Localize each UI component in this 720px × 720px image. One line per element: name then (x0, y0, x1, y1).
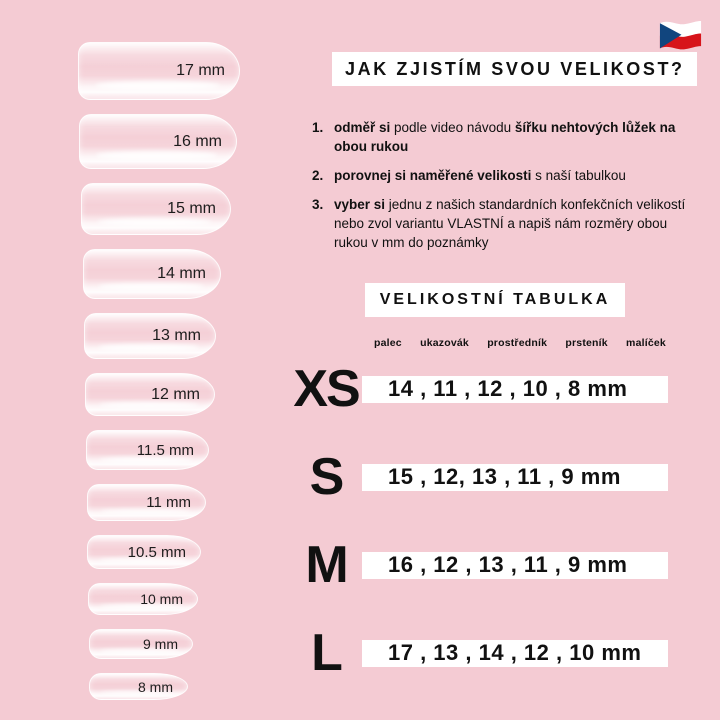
guide-step-1: 1. odměř si podle video návodu šířku neh… (312, 118, 708, 156)
finger-column-headers: palec ukazovák prostředník prsteník malí… (374, 337, 666, 349)
step-text: vyber si jednu z našich standardních kon… (334, 197, 686, 250)
nail-size-column: 17 mm 16 mm 15 mm 14 mm 13 mm 12 mm 11.5… (78, 42, 240, 714)
nail-tip-10-5mm: 10.5 mm (87, 535, 201, 569)
guide-steps: 1. odměř si podle video návodu šířku neh… (312, 118, 708, 252)
size-table-heading: VELIKOSTNÍ TABULKA (365, 283, 625, 317)
nail-size-label: 13 mm (152, 327, 201, 344)
nail-tip-8mm: 8 mm (89, 673, 188, 700)
step-text: odměř si podle video návodu šířku nehtov… (334, 120, 676, 154)
size-label-m: M (305, 536, 348, 594)
nail-size-label: 8 mm (138, 678, 173, 695)
finger-label-ring: prsteník (565, 337, 608, 349)
guide-step-3: 3. vyber si jednu z našich standardních … (312, 195, 708, 252)
size-values-s: 15 , 12, 13 , 11 , 9 mm (362, 463, 668, 491)
nail-size-label: 16 mm (173, 132, 222, 150)
nail-size-label: 11 mm (146, 494, 191, 511)
nail-tip-10mm: 10 mm (88, 583, 198, 615)
nail-size-label: 10 mm (140, 591, 183, 607)
guide-title: JAK ZJISTÍM SVOU VELIKOST? (332, 52, 697, 86)
size-values-m: 16 , 12 , 13 , 11 , 9 mm (362, 551, 668, 579)
step-text: porovnej si naměřené velikosti s naší ta… (334, 168, 626, 183)
step-number: 1. (312, 120, 324, 135)
nail-size-label: 9 mm (143, 636, 178, 652)
nail-tip-15mm: 15 mm (81, 183, 231, 235)
nail-tip-9mm: 9 mm (89, 629, 193, 659)
guide-step-2: 2. porovnej si naměřené velikosti s naší… (312, 166, 708, 185)
step-number: 2. (312, 168, 324, 183)
size-values-xs: 14 , 11 , 12 , 10 , 8 mm (362, 375, 668, 403)
size-row-s: S 15 , 12, 13 , 11 , 9 mm (290, 448, 668, 506)
nail-tip-11mm: 11 mm (87, 484, 206, 521)
nail-tip-17mm: 17 mm (78, 42, 240, 100)
size-table-rows: XS 14 , 11 , 12 , 10 , 8 mm S 15 , 12, 1… (290, 360, 668, 682)
nail-size-label: 12 mm (151, 385, 200, 403)
nail-size-label: 10.5 mm (127, 543, 186, 561)
size-label-xs: XS (293, 360, 360, 418)
size-label-s: S (309, 448, 345, 506)
size-row-xs: XS 14 , 11 , 12 , 10 , 8 mm (290, 360, 668, 418)
nail-size-label: 11.5 mm (136, 441, 194, 459)
nail-tip-13mm: 13 mm (84, 313, 216, 359)
step-number: 3. (312, 197, 324, 212)
czech-flag-icon (659, 20, 702, 50)
finger-label-pinky: malíček (626, 337, 666, 349)
finger-label-thumb: palec (374, 337, 402, 349)
nail-size-label: 17 mm (176, 62, 225, 79)
nail-tip-12mm: 12 mm (85, 373, 215, 416)
nail-tip-16mm: 16 mm (79, 114, 237, 169)
finger-label-middle: prostředník (487, 337, 548, 349)
size-row-m: M 16 , 12 , 13 , 11 , 9 mm (290, 536, 668, 594)
finger-label-index: ukazovák (420, 337, 469, 349)
nail-tip-14mm: 14 mm (83, 249, 221, 299)
size-label-l: L (311, 624, 343, 682)
nail-size-label: 14 mm (157, 265, 206, 282)
size-row-l: L 17 , 13 , 14 , 12 , 10 mm (290, 624, 668, 682)
nail-size-label: 15 mm (167, 200, 216, 217)
guide-panel: JAK ZJISTÍM SVOU VELIKOST? 1. odměř si p… (290, 52, 697, 717)
nail-tip-11-5mm: 11.5 mm (86, 430, 209, 470)
size-values-l: 17 , 13 , 14 , 12 , 10 mm (362, 639, 668, 667)
